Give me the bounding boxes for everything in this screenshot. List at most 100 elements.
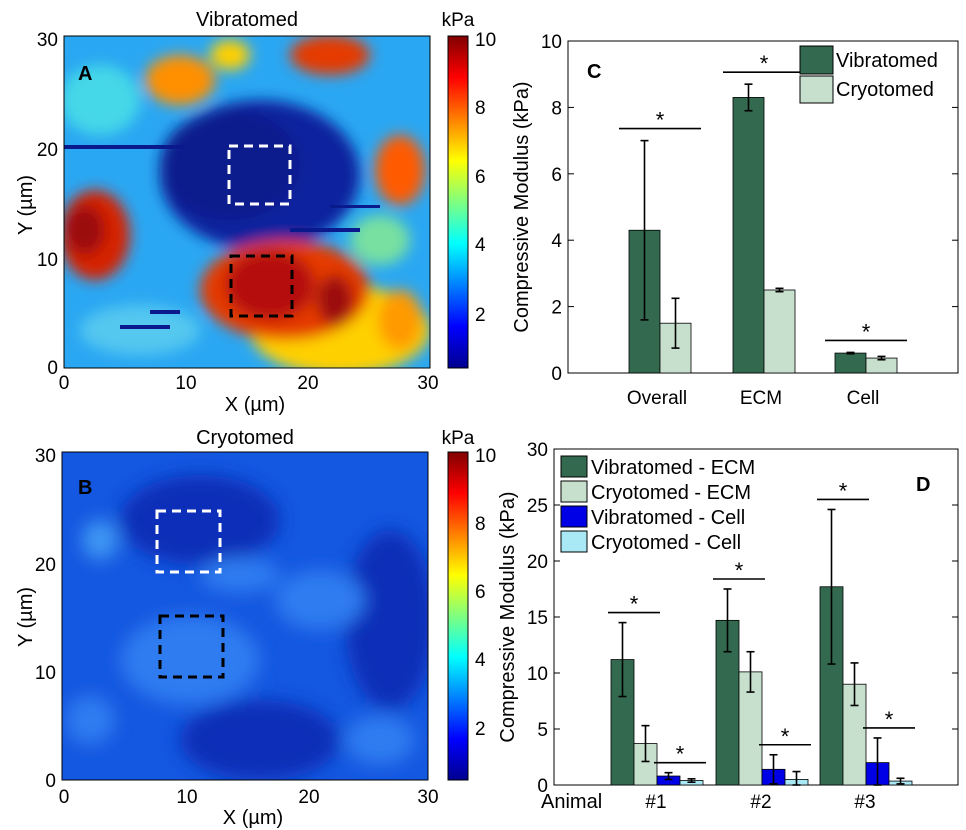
x-tick-label: #2	[750, 792, 771, 813]
colorbar-tick: 10	[475, 446, 496, 467]
panel-d-legend: Vibratomed - ECM Cryotomed - ECM Vibrato…	[560, 455, 755, 554]
significance-star: *	[735, 558, 744, 583]
panel-d-bars: * * * * * *	[608, 478, 915, 786]
panel-d-y-ticks: 0 5 10 15 20 25 30	[527, 440, 958, 797]
panel-a-x-ticks: 0 10 20 30	[59, 373, 439, 394]
colorbar-tick: 2	[475, 305, 486, 326]
x-tick-label: 20	[298, 787, 319, 808]
panel-d-ylabel: Compressive Modulus (kPa)	[497, 491, 519, 742]
panel-c-y-ticks: 0 2 4 6 8 10	[541, 32, 958, 385]
x-tick-label: #1	[645, 792, 666, 813]
y-tick-label: 20	[35, 555, 56, 576]
panel-a-xlabel: X (µm)	[225, 394, 285, 416]
y-tick-label: 0	[551, 364, 562, 385]
panel-d-x-ticks: #1 #2 #3	[645, 792, 875, 813]
panel-a-cell-region	[227, 144, 292, 206]
x-tick-label: 20	[297, 373, 318, 394]
panel-c-x-ticks: Overall ECM Cell	[627, 388, 879, 409]
panel-b-ylabel: Y (µm)	[15, 587, 37, 647]
y-tick-label: 6	[551, 165, 562, 186]
colorbar-tick: 6	[475, 167, 486, 188]
x-tick-label: ECM	[740, 388, 782, 409]
legend-label: Cryotomed - Cell	[591, 532, 741, 554]
y-tick-label: 2	[551, 298, 562, 319]
bar	[732, 97, 765, 374]
x-tick-label: 10	[176, 787, 197, 808]
significance-star: *	[862, 319, 871, 344]
colorbar-tick: 6	[475, 582, 486, 603]
significance-star: *	[676, 742, 685, 767]
legend-label: Cryotomed	[836, 79, 934, 101]
legend-swatch	[560, 455, 588, 478]
legend-label: Vibratomed - ECM	[591, 457, 755, 479]
legend-label: Cryotomed - ECM	[591, 482, 751, 504]
panel-c-letter: C	[587, 61, 601, 83]
colorbar-label: kPa	[442, 428, 475, 449]
significance-star: *	[781, 724, 790, 749]
panel-c-legend: Vibratomed Cryotomed	[799, 45, 938, 104]
panel-b-x-ticks: 0 10 20 30	[59, 787, 439, 808]
y-tick-label: 30	[35, 446, 56, 467]
y-tick-label: 8	[551, 98, 562, 119]
significance-star: *	[885, 707, 894, 732]
x-tick-label: 30	[417, 787, 438, 808]
panel-b: Cryotomed B 0 10 20 30	[15, 427, 496, 829]
colorbar-tick: 4	[475, 650, 486, 671]
significance-star: *	[630, 592, 639, 617]
y-tick-label: 0	[47, 358, 58, 379]
y-tick-label: 0	[537, 776, 548, 797]
panel-b-title: Cryotomed	[196, 427, 294, 449]
colorbar-tick: 8	[475, 98, 486, 119]
x-tick-label: 0	[59, 373, 70, 394]
y-tick-label: 20	[37, 140, 58, 161]
y-tick-label: 10	[527, 664, 548, 685]
panel-c: * * * 0 2 4 6 8 10 Overall ECM Cell Compressive M…	[511, 32, 959, 409]
panel-a-y-ticks: 0 10 20 30	[37, 30, 58, 379]
y-tick-label: 30	[527, 440, 548, 461]
colorbar-tick: 8	[475, 514, 486, 535]
y-tick-label: 4	[551, 231, 562, 252]
bar	[763, 289, 796, 374]
legend-swatch	[799, 75, 834, 104]
y-tick-label: 10	[35, 663, 56, 684]
colorbar-tick: 10	[475, 30, 496, 51]
legend-label: Vibratomed - Cell	[591, 507, 745, 529]
legend-swatch	[799, 45, 834, 75]
y-tick-label: 25	[527, 496, 548, 517]
panel-a: Vibratomed	[15, 9, 496, 416]
panel-d-xlabel: Animal	[541, 791, 602, 813]
panel-c-ylabel: Compressive Modulus (kPa)	[511, 81, 533, 332]
colorbar-tick: 4	[475, 235, 486, 256]
panel-b-heatmap	[62, 452, 428, 780]
x-tick-label: Cell	[847, 388, 880, 409]
colorbar-tick: 2	[475, 719, 486, 740]
x-tick-label: 0	[59, 787, 70, 808]
panel-b-colorbar: kPa 2 4 6 8 10	[442, 428, 496, 781]
y-tick-label: 20	[527, 552, 548, 573]
bar	[834, 352, 867, 374]
x-tick-label: 30	[417, 373, 438, 394]
panel-c-bars: * * *	[619, 51, 907, 374]
legend-swatch	[560, 480, 588, 503]
panel-b-xlabel: X (µm)	[223, 807, 283, 829]
x-tick-label: #3	[854, 792, 875, 813]
y-tick-label: 5	[537, 720, 548, 741]
panel-a-colorbar: kPa 2 4 6 8 10	[442, 10, 496, 369]
panel-a-heatmap	[64, 36, 430, 368]
legend-swatch	[560, 530, 588, 553]
y-tick-label: 30	[37, 30, 58, 51]
panel-d: * * * * * * 0 5 10 15 20 25 30 #1 #2 #3 Compressive M…	[497, 440, 959, 813]
legend-swatch	[560, 505, 588, 528]
y-tick-label: 15	[527, 608, 548, 629]
panel-b-y-ticks: 0 10 20 30	[35, 446, 56, 792]
y-tick-label: 0	[45, 771, 56, 792]
legend-label: Vibratomed	[836, 50, 938, 72]
x-tick-label: Overall	[627, 388, 687, 409]
colorbar-label: kPa	[442, 10, 475, 31]
panel-a-ecm-region	[229, 254, 294, 318]
y-tick-label: 10	[37, 250, 58, 271]
significance-star: *	[839, 478, 848, 503]
significance-star: *	[656, 108, 665, 133]
panel-b-letter: B	[78, 477, 92, 499]
